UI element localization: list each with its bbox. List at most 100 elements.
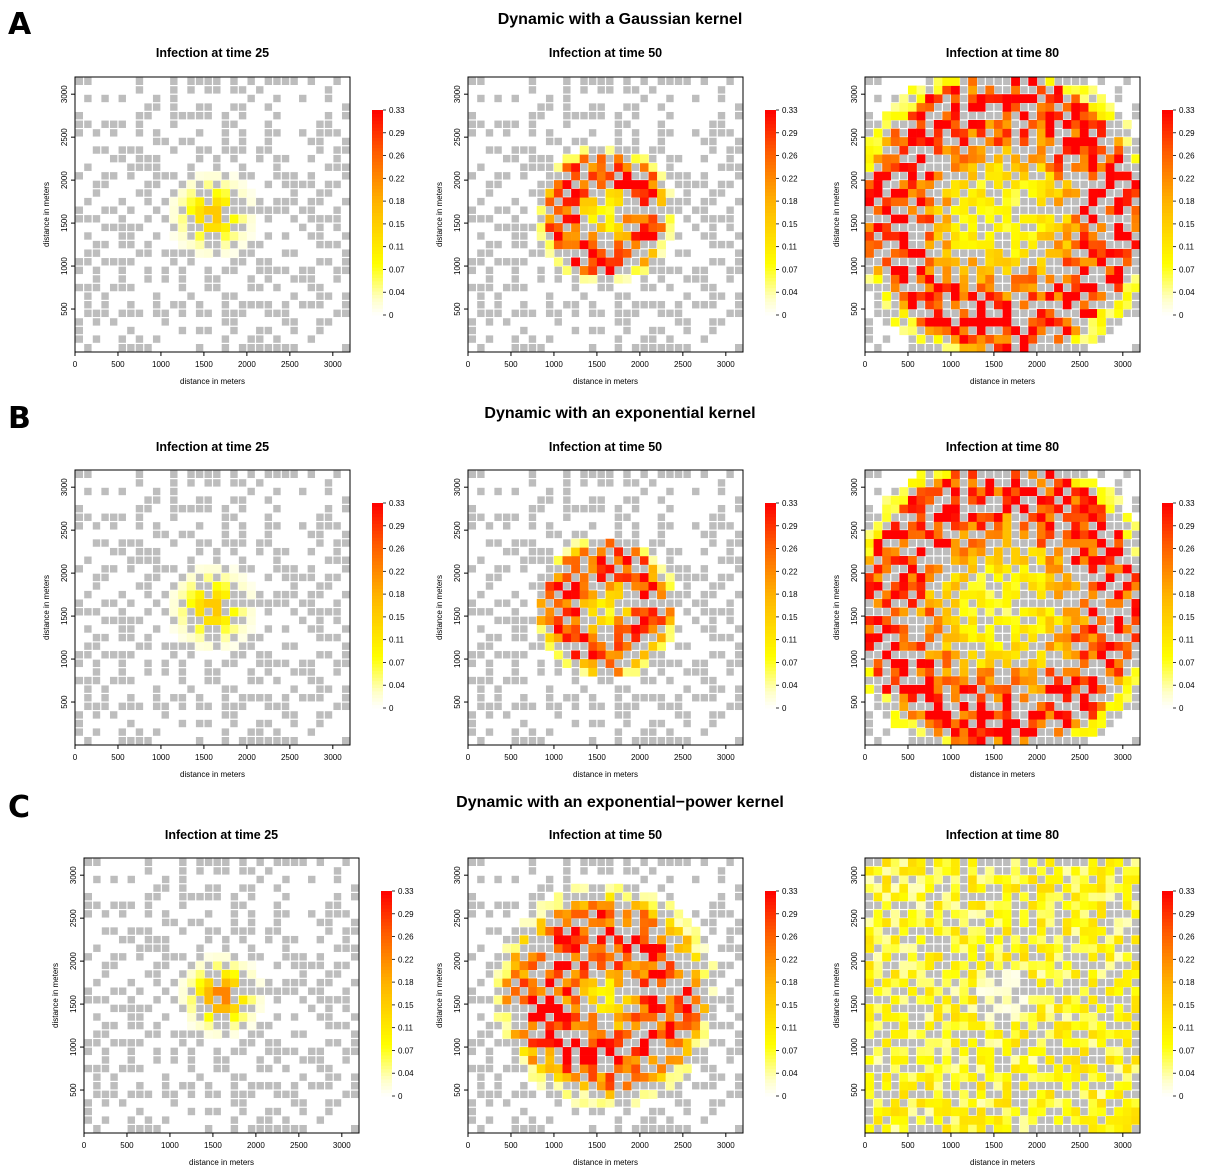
grid-cell [187, 1047, 196, 1056]
grid-cell [639, 650, 649, 660]
grid-cell [907, 162, 917, 172]
grid-cell [631, 616, 640, 625]
grid-cell [152, 573, 161, 582]
grid-cell [109, 522, 118, 530]
grid-cell [977, 232, 985, 240]
grid-cell [1028, 77, 1038, 86]
grid-cell [1114, 702, 1124, 711]
grid-cell [290, 215, 298, 223]
colorbar-segment [765, 308, 776, 313]
grid-cell [709, 232, 717, 240]
grid-cell [485, 728, 494, 736]
grid-cell [290, 1099, 299, 1107]
grid-cell [1088, 162, 1098, 172]
grid-cell [152, 163, 161, 171]
grid-cell [1088, 538, 1098, 548]
grid-cell [985, 274, 995, 284]
grid-cell [187, 969, 197, 979]
grid-cell [882, 283, 891, 292]
grid-cell [494, 240, 502, 249]
x-tick-label: 500 [504, 753, 518, 762]
grid-cell [93, 1090, 101, 1099]
grid-cell [299, 1073, 307, 1081]
grid-cell [976, 727, 986, 737]
grid-cell [622, 555, 632, 565]
colorbar-segment [765, 304, 776, 309]
grid-cell [333, 206, 341, 214]
grid-cell [657, 309, 666, 318]
grid-cell [118, 728, 126, 736]
grid-cell [1123, 539, 1131, 547]
grid-cell [170, 86, 178, 94]
grid-cell [255, 1004, 265, 1013]
grid-cell [1036, 197, 1046, 207]
colorbar-segment [765, 581, 776, 586]
grid-cell [563, 651, 571, 659]
grid-cell [230, 996, 239, 1004]
colorbar-segment [1162, 294, 1173, 299]
grid-cell [169, 205, 179, 215]
grid-cell [204, 539, 212, 547]
grid-cell [631, 530, 640, 539]
grid-cell [588, 205, 598, 215]
grid-cell [597, 496, 605, 504]
grid-cell [865, 111, 873, 120]
grid-cell [873, 145, 883, 155]
grid-cell [1028, 188, 1038, 198]
grid-cell [700, 590, 709, 599]
grid-cell [1019, 607, 1029, 617]
grid-cell [238, 573, 248, 583]
grid-cell [153, 970, 161, 978]
grid-cell [212, 197, 222, 207]
colorbar-segment [765, 561, 776, 565]
colorbar-segment [372, 137, 383, 142]
grid-cell [127, 1013, 135, 1021]
grid-cell [195, 547, 204, 556]
grid-cell [221, 344, 230, 352]
y-tick-label: 2000 [850, 564, 859, 582]
grid-cell [950, 300, 960, 310]
grid-cell [873, 154, 883, 164]
grid-cell [1097, 590, 1106, 599]
grid-cell [891, 301, 899, 309]
grid-cell [1071, 334, 1081, 344]
grid-cell [213, 547, 221, 556]
grid-cell [606, 470, 614, 478]
grid-cell [246, 197, 256, 207]
grid-cell [1071, 257, 1081, 267]
grid-cell [994, 496, 1002, 504]
grid-cell [1079, 598, 1089, 608]
colorbar-tick-label: 0.29 [1179, 129, 1195, 138]
grid-cell [511, 616, 519, 625]
grid-cell [178, 111, 187, 120]
grid-cell [161, 275, 169, 283]
grid-cell [195, 301, 204, 309]
grid-cell [976, 334, 986, 344]
grid-cell [865, 504, 873, 513]
grid-cell [934, 556, 942, 564]
grid-cell [468, 470, 476, 478]
grid-cell [1003, 232, 1011, 240]
grid-cell [1071, 633, 1081, 643]
grid-cell [891, 565, 899, 573]
grid-cell [890, 624, 900, 634]
grid-cell [1054, 120, 1063, 128]
grid-cell [735, 496, 743, 504]
grid-cell [528, 522, 537, 530]
grid-cell [256, 266, 264, 275]
grid-cell [1132, 292, 1140, 300]
grid-cell [161, 530, 169, 539]
grid-cell [976, 343, 986, 353]
grid-cell [273, 197, 281, 206]
grid-cell [1045, 188, 1055, 198]
grid-cell [674, 694, 683, 702]
grid-cell [502, 565, 511, 573]
grid-cell [187, 995, 197, 1005]
grid-cell [316, 301, 324, 309]
grid-cell [1122, 119, 1132, 129]
grid-cell [1105, 154, 1115, 164]
grid-cell [1036, 659, 1046, 668]
grid-cell [580, 77, 588, 85]
colorbar-segment [765, 239, 776, 244]
grid-cell [135, 504, 144, 513]
